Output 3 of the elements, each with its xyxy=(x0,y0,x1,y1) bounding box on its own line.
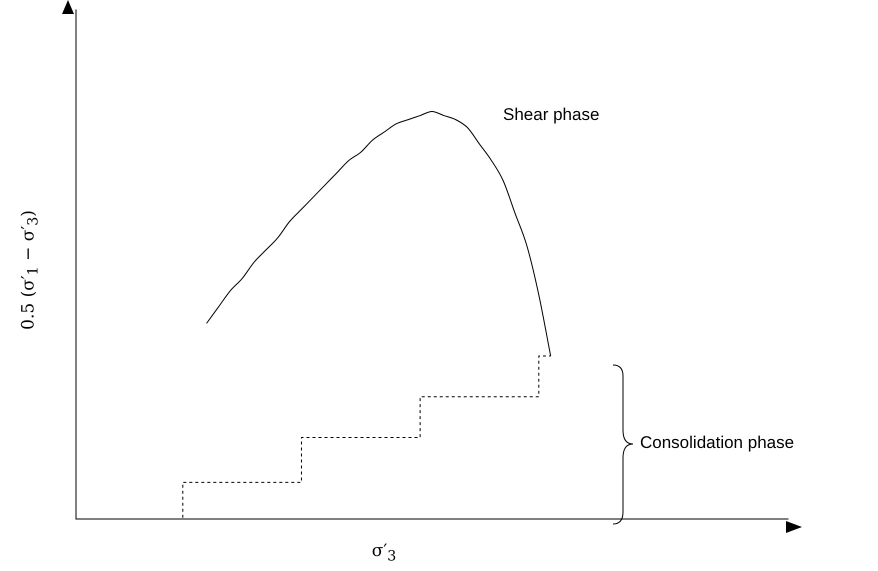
annotation: Shear phase xyxy=(503,105,600,125)
annotation: Consolidation phase xyxy=(640,433,794,453)
x-axis-title: σ′$_{3}$ xyxy=(370,541,398,564)
